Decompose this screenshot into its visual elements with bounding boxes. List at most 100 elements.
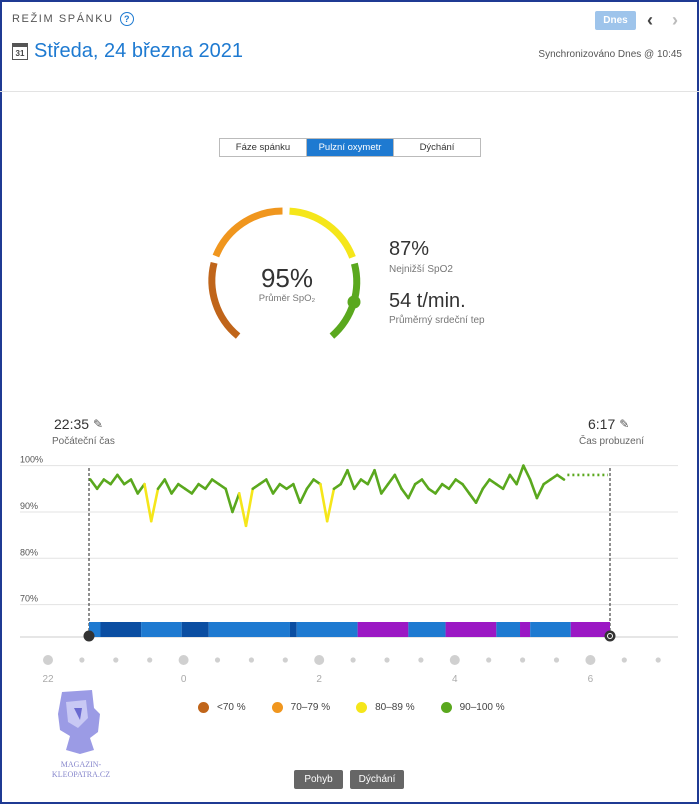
tab-sleep-phases[interactable]: Fáze spánku	[220, 139, 307, 156]
spo2-line-segment	[190, 482, 200, 495]
page-title: Středa, 24 března 2021	[34, 40, 244, 62]
spo2-line-segment	[258, 478, 268, 486]
start-time-label: Počáteční čas	[52, 436, 115, 447]
spo2-line-segment	[332, 482, 343, 491]
sleep-stage-segment	[520, 622, 531, 637]
sleep-stage-segment	[408, 622, 446, 637]
spo2-line-segment	[373, 468, 383, 495]
time-axis-dot	[384, 657, 390, 663]
spo2-line-segment	[298, 487, 309, 504]
legend-item: 80–89 %	[356, 702, 415, 713]
spo2-line-segment	[454, 478, 464, 486]
spo2-line-segment	[319, 482, 329, 523]
average-spo2-value: 95%	[260, 263, 314, 293]
spo2-line-segment	[501, 473, 512, 491]
spo2-line-segment	[278, 482, 288, 491]
spo2-line-segment	[515, 464, 525, 486]
time-axis-dot	[621, 657, 627, 663]
alarm-clock-icon	[604, 630, 616, 642]
spo2-line-segment	[122, 478, 133, 486]
y-tick-label: 70%	[20, 594, 38, 604]
time-axis-dot	[43, 655, 53, 665]
time-axis-dot	[449, 655, 460, 665]
spo2-line-segment	[461, 482, 471, 495]
sleep-stage-segment	[445, 622, 497, 637]
spo2-line-segment	[346, 468, 356, 491]
y-tick-label: 80%	[20, 547, 38, 557]
x-tick-label: 4	[452, 674, 458, 685]
watermark-line-2: KLEOPATRA.CZ	[51, 770, 111, 779]
spo2-line-segment	[231, 492, 241, 514]
end-time[interactable]: 6:17 ✎	[588, 416, 629, 432]
time-axis-dot	[314, 655, 325, 665]
pencil-icon[interactable]: ✎	[93, 417, 104, 431]
y-tick-label: 90%	[20, 501, 38, 511]
legend-item: <70 %	[198, 702, 246, 713]
sleep-stage-segment	[496, 622, 521, 637]
sleep-stage-segment	[530, 622, 571, 637]
time-axis-dot	[350, 657, 356, 663]
breathing-button[interactable]: Dýchání	[350, 770, 404, 789]
sleep-stage-segment	[181, 622, 209, 637]
spo2-line-segment	[420, 478, 430, 491]
tab-breathing[interactable]: Dýchání	[419, 142, 455, 153]
legend-dot	[198, 702, 209, 713]
spo2-line-segment	[535, 482, 545, 500]
sleep-stage-segment	[208, 622, 290, 637]
time-axis-dot	[79, 657, 85, 663]
calendar-icon[interactable]: 31	[12, 43, 28, 60]
spo2-line-segment	[467, 492, 478, 504]
spo2-line-segment	[143, 482, 153, 523]
spo2-line-segment	[95, 478, 106, 491]
spo2-line-segment	[508, 473, 518, 486]
average-spo2-label: Průměr SpO₂	[258, 293, 316, 304]
time-axis-dot	[178, 655, 189, 665]
time-axis-dot	[655, 657, 661, 663]
spo2-line-segment	[136, 482, 146, 495]
start-time-value: 22:35	[54, 416, 90, 432]
y-tick-label: 100%	[20, 455, 43, 465]
gauge-marker	[347, 295, 361, 309]
help-icon[interactable]: ?	[119, 12, 134, 26]
x-tick-label: 0	[181, 674, 187, 685]
mode-title: REŽIM SPÁNKU ?	[12, 12, 134, 26]
spo2-gauge	[208, 207, 361, 339]
heart-rate-value: 54 t/min.	[389, 290, 466, 312]
gauge-arc-orange	[212, 207, 283, 258]
spo2-line-segment	[542, 478, 552, 486]
time-axis-dot	[553, 657, 560, 663]
spo2-line-segment	[285, 482, 295, 491]
mode-label: REŽIM SPÁNKU	[12, 13, 114, 25]
spo2-line-segment	[400, 487, 410, 500]
spo2-chart: 100% 90% 80% 70% 22 0 2 4 6	[20, 455, 678, 685]
spo2-line-segment	[528, 478, 539, 500]
spo2-line-segment	[386, 473, 397, 486]
time-axis-dot	[147, 657, 153, 663]
heart-rate-label: Průměrný srdeční tep	[389, 315, 485, 326]
spo2-line-segment	[170, 482, 180, 495]
legend-dot	[356, 702, 368, 713]
spo2-line-segment	[116, 473, 126, 486]
movement-button[interactable]: Pohyb	[294, 770, 343, 789]
spo2-line-segment	[89, 478, 99, 491]
spo2-line-segment	[549, 473, 559, 481]
spo2-line-segment	[555, 473, 566, 481]
chevron-left-icon[interactable]: ‹	[647, 10, 653, 30]
sleep-start-icon	[83, 630, 95, 642]
spo2-line-segment	[109, 473, 119, 486]
start-time[interactable]: 22:35 ✎	[54, 416, 103, 432]
legend-dot	[271, 702, 283, 713]
spo2-line-segment	[339, 468, 349, 486]
tab-pulse-oximeter[interactable]: Pulzní oxymetr	[307, 139, 394, 156]
chevron-right-icon[interactable]: ›	[672, 10, 678, 30]
spo2-line-segment	[522, 464, 532, 481]
spo2-line-segment	[481, 478, 491, 491]
legend-item: 90–100 %	[440, 702, 505, 713]
spo2-line-segment	[224, 487, 234, 514]
today-button[interactable]: Dnes	[595, 11, 636, 30]
spo2-line-segment	[237, 492, 248, 528]
sleep-stage-segment	[296, 622, 358, 637]
pencil-icon[interactable]: ✎	[619, 417, 630, 431]
spo2-line-segment	[352, 478, 363, 491]
spo2-line-segment	[149, 487, 160, 523]
